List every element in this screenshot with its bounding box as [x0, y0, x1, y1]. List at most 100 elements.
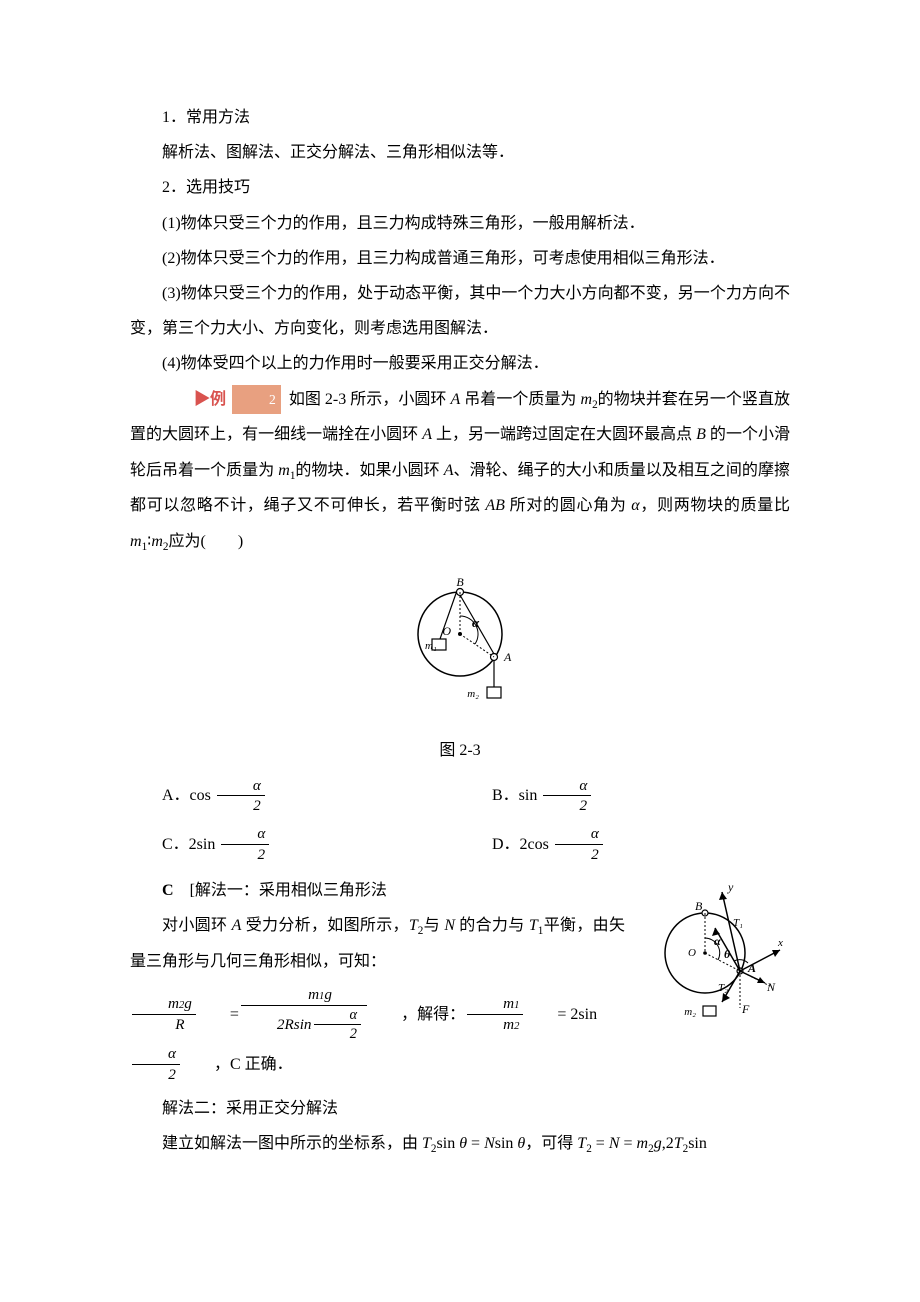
optD-pre: D．2cos — [460, 827, 549, 862]
m1p1-pre: 对小圆环 — [162, 917, 232, 934]
section1-body: 解析法、图解法、正交分解法、三角形相似法等． — [130, 135, 790, 170]
optB-den: 2 — [543, 796, 591, 816]
m1p1-T2: T — [409, 917, 418, 934]
ex-alpha: α — [631, 497, 639, 514]
eq1-end: ，C 正确． — [182, 1047, 293, 1082]
figure-2-3-diagram: B O A α m₁ m₂ — [390, 569, 530, 709]
section2-heading: 2．选用技巧 — [130, 170, 790, 205]
optA-pre: A．cos — [130, 778, 211, 813]
svg-text:B: B — [456, 575, 464, 589]
svg-text:T₁: T₁ — [733, 917, 743, 929]
svg-text:x: x — [777, 937, 783, 949]
ex-B: B — [696, 426, 706, 443]
svg-text:B: B — [695, 899, 703, 913]
eq1-frac1: m2g R — [132, 994, 196, 1035]
m1p1-mid1: 受力分析，如图所示， — [241, 917, 408, 934]
ex-mid5: 的物块．如果小圆环 — [295, 462, 443, 479]
option-C: C．2sin α2 — [130, 824, 460, 865]
optC-den: 2 — [221, 845, 269, 865]
m2-T2a: T — [422, 1135, 431, 1152]
optA-den: 2 — [217, 796, 265, 816]
option-A: A．cos α2 — [130, 776, 460, 817]
eq1-eq2: = 2sin — [525, 997, 597, 1032]
solution-diagram-container: y B O α θ T₁ x A N T₂ m₂ F — [640, 878, 790, 1041]
svg-text:O: O — [442, 624, 451, 638]
ex-m2: m — [581, 391, 593, 408]
svg-text:m₂: m₂ — [684, 1006, 696, 1018]
m1p1-N: N — [444, 917, 455, 934]
m2-eq3: = — [620, 1135, 637, 1152]
option-D: D．2cos α2 — [460, 824, 790, 865]
m2-theta1: θ — [459, 1135, 467, 1152]
optC-num: α — [221, 824, 269, 845]
ex-A: A — [450, 391, 460, 408]
svg-text:α: α — [714, 934, 721, 948]
svg-text:m₁: m₁ — [425, 640, 437, 652]
m2-N2: N — [609, 1135, 620, 1152]
example-number: 2 — [232, 385, 281, 415]
ex-mid8: ，则两物块的质量比 — [640, 497, 790, 514]
ex-m1: m — [278, 462, 290, 479]
svg-text:F: F — [741, 1002, 750, 1016]
svg-text:A: A — [503, 650, 512, 664]
ex-A2: A — [422, 426, 432, 443]
m2-N: N — [484, 1135, 495, 1152]
ex-mid3: 上，另一端跨过固定在大圆环最高点 — [432, 426, 696, 443]
section2-item3: (3)物体只受三个力的作用，处于动态平衡，其中一个力大小方向都不变，另一个力方向… — [130, 276, 790, 346]
svg-text:m₂: m₂ — [467, 688, 479, 700]
ex-AB: AB — [485, 497, 505, 514]
m2-eq1: = — [467, 1135, 484, 1152]
m1p1-mid2: 与 — [423, 917, 444, 934]
m2-sin1: sin — [437, 1135, 460, 1152]
m1p1-mid3: 的合力与 — [455, 917, 529, 934]
options-row-2: C．2sin α2 D．2cos α2 — [130, 824, 790, 865]
svg-text:A: A — [747, 961, 756, 975]
svg-text:N: N — [766, 980, 776, 994]
ex-end: 应为( ) — [168, 533, 243, 550]
svg-text:O: O — [688, 947, 696, 959]
figure-2-3-container: B O A α m₁ m₂ — [130, 569, 790, 722]
ex-pre: 如图 2-3 所示，小圆环 — [289, 391, 451, 408]
eq1-frac2: m1g 2Rsinα2 — [241, 985, 367, 1044]
optB-num: α — [543, 776, 591, 797]
ex-mid1: 吊着一个质量为 — [460, 391, 580, 408]
optD-num: α — [555, 824, 603, 845]
svg-text:α: α — [472, 615, 480, 630]
option-B: B．sin α2 — [460, 776, 790, 817]
optB-pre: B．sin — [460, 778, 537, 813]
m1p1-T1: T — [529, 917, 538, 934]
m2-T2b: T — [577, 1135, 586, 1152]
solution-diagram: y B O α θ T₁ x A N T₂ m₂ F — [640, 878, 790, 1028]
m2-eq2: = — [592, 1135, 609, 1152]
m2-sin2: sin — [495, 1135, 518, 1152]
section2-item2: (2)物体只受三个力的作用，且三力构成普通三角形，可考虑使用相似三角形法． — [130, 241, 790, 276]
figure-label: 图 2-3 — [130, 733, 790, 768]
m2-T2c: T — [674, 1135, 683, 1152]
ex-m1b: m — [130, 533, 142, 550]
optA-num: α — [217, 776, 265, 797]
equation-1: m2g R = m1g 2Rsinα2 ，解得： m1 m2 = 2sin α … — [130, 985, 625, 1085]
section1-heading: 1．常用方法 — [130, 100, 790, 135]
m2-m2: m — [637, 1135, 649, 1152]
eq1-mid: ，解得： — [369, 997, 465, 1032]
section2-item1: (1)物体只受三个力的作用，且三力构成特殊三角形，一般用解析法． — [130, 206, 790, 241]
optD-den: 2 — [555, 845, 603, 865]
svg-text:T₂: T₂ — [718, 982, 728, 994]
options-row-1: A．cos α2 B．sin α2 — [130, 776, 790, 817]
m2-g: g — [654, 1135, 662, 1152]
method1-title: [解法一：采用相似三角形法 — [190, 882, 387, 899]
m1p1-A: A — [232, 917, 242, 934]
example-paragraph: ▶例2 如图 2-3 所示，小圆环 A 吊着一个质量为 m2的物块并套在另一个竖… — [130, 382, 790, 560]
ex-m2b: m — [151, 533, 163, 550]
section2-item4: (4)物体受四个以上的力作用时一般要采用正交分解法． — [130, 346, 790, 381]
m2-mid2: ,2 — [662, 1135, 674, 1152]
eq1-frac3: m1 m2 — [467, 994, 523, 1035]
eq1-frac4: α 2 — [132, 1044, 180, 1085]
solution-container: y B O α θ T₁ x A N T₂ m₂ F C [解法一：采用相似三角… — [130, 873, 790, 1162]
optC-pre: C．2sin — [130, 827, 215, 862]
eq1-eq: = — [198, 997, 239, 1032]
ex-A3: A — [444, 462, 454, 479]
example-badge: ▶例 — [162, 382, 226, 417]
ex-mid7: 所对的圆心角为 — [505, 497, 631, 514]
m2-pre: 建立如解法一图中所示的坐标系，由 — [162, 1135, 422, 1152]
